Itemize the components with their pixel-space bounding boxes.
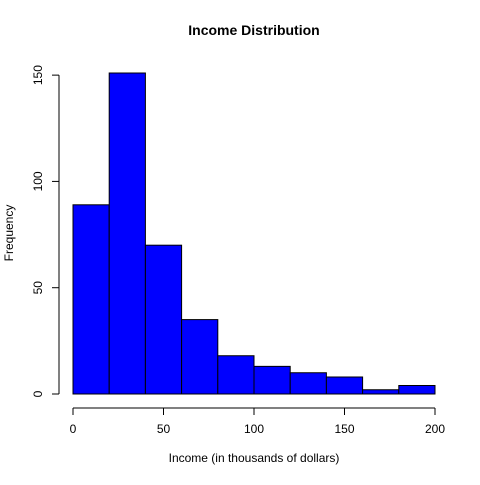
y-tick-label: 50 (31, 281, 45, 295)
histogram-bar (181, 319, 219, 395)
x-tick-label: 200 (425, 422, 445, 436)
y-tick-label: 150 (31, 65, 45, 85)
bars-group (72, 72, 436, 395)
x-tick-label: 50 (157, 422, 171, 436)
histogram-bar (144, 244, 183, 395)
histogram-bar (398, 384, 436, 395)
histogram-bar (72, 204, 110, 395)
histogram-bar (253, 365, 291, 395)
y-axis: 0 50 100 150 (31, 65, 60, 397)
x-axis-label: Income (in thousands of dollars) (169, 451, 340, 465)
x-axis: 0 50 100 150 200 (70, 407, 445, 436)
histogram-bar (217, 355, 255, 395)
x-tick-label: 0 (70, 422, 77, 436)
y-axis-label: Frequency (2, 205, 16, 262)
chart-title: Income Distribution (188, 22, 319, 38)
y-tick-label: 100 (31, 171, 45, 191)
histogram-bar (362, 389, 400, 395)
x-tick-label: 150 (334, 422, 354, 436)
histogram-bar (289, 372, 327, 395)
y-tick-label: 0 (31, 390, 45, 397)
histogram-bar (108, 72, 146, 395)
x-tick-label: 100 (244, 422, 264, 436)
histogram-bar (325, 376, 364, 395)
